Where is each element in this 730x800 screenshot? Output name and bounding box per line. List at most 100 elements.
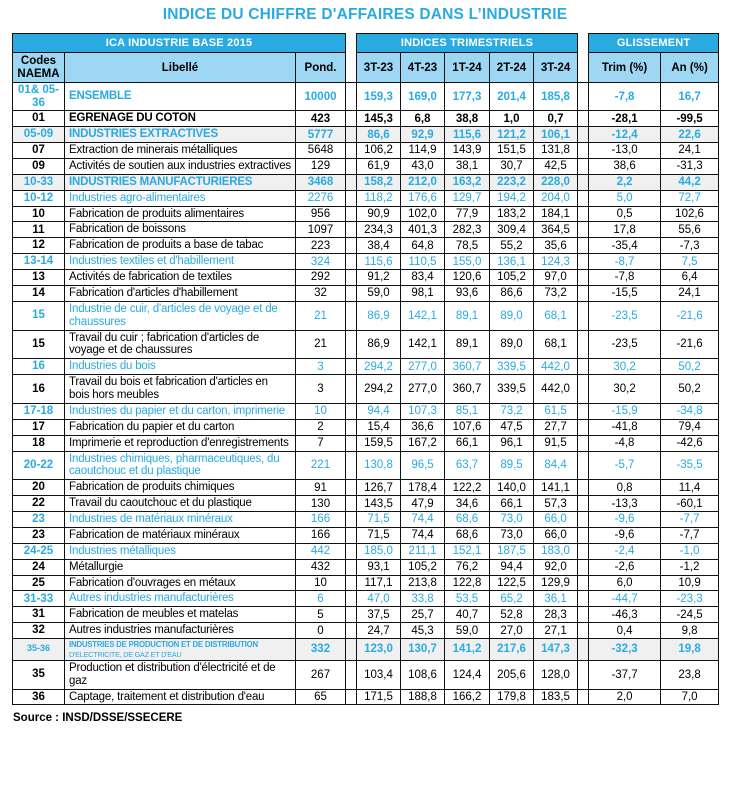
cell-index-q1: 294,2 [356,358,402,376]
cell-code: 36 [12,688,65,706]
cell-code: 10-33 [12,173,65,191]
cell-an: -7,7 [660,511,720,528]
cell-index-q2: 167,2 [400,434,446,452]
cell-code: 25 [12,574,65,592]
cell-pond: 423 [294,110,347,128]
cell-index-q1: 159,3 [356,81,402,112]
cell-index-q2: 277,0 [400,374,446,404]
cell-index-q1: 71,5 [356,511,402,528]
cell-libelle: Activités de fabrication de textiles [64,269,296,286]
cell-index-q3: 115,6 [444,126,491,144]
cell-trim: -9,6 [588,526,662,544]
cell-an: 10,9 [660,574,720,592]
cell-index-q5: 36,1 [533,590,579,608]
cell-code: 09 [12,157,65,175]
table-row: 10-12 Industries agro-alimentaires 2276 118… [12,189,720,207]
cell-index-q2: 142,1 [400,300,446,331]
cell-libelle: Fabrication de meubles et matelas [64,606,296,624]
cell-index-q1: 294,2 [356,374,402,404]
cell-index-q2: 110,5 [400,253,446,271]
cell-pond: 166 [294,526,347,544]
cell-trim: 2,0 [588,688,662,706]
separator-cell [577,52,590,83]
separator-cell [577,110,590,128]
cell-pond: 129 [294,157,347,175]
column-header-q1: 3T-23 [356,52,402,83]
separator-cell [577,590,590,608]
column-header-q5: 3T-24 [533,52,579,83]
cell-index-q3: 40,7 [444,606,491,624]
column-header-q4: 2T-24 [489,52,535,83]
cell-index-q5: 442,0 [533,374,579,404]
separator-cell [577,269,590,286]
cell-index-q5: 128,0 [533,659,579,690]
cell-index-q1: 118,2 [356,189,402,207]
cell-index-q1: 234,3 [356,221,402,239]
cell-pond: 221 [294,450,347,481]
cell-libelle: Industries de matériaux minéraux [64,511,296,528]
cell-trim: -13,3 [588,495,662,513]
table-row: 22 Travail du caoutchouc et du plastique 1… [12,495,720,513]
cell-index-q3: 129,7 [444,189,491,207]
separator-cell [577,221,590,239]
separator-cell [577,157,590,175]
cell-index-q5: 66,0 [533,526,579,544]
cell-code: 01& 05- 36 [12,81,65,112]
cell-index-q5: 61,5 [533,402,579,420]
separator-cell [345,526,358,544]
cell-pond: 6 [294,590,347,608]
separator-cell [345,511,358,528]
cell-libelle: Industries agro-alimentaires [64,189,296,207]
separator-cell [577,479,590,497]
cell-index-q1: 117,1 [356,574,402,592]
cell-libelle: EGRENAGE DU COTON [64,110,296,128]
cell-libelle: INDUSTRIES EXTRACTIVES [64,126,296,144]
separator-cell [577,606,590,624]
separator-cell [345,284,358,302]
separator-cell [345,110,358,128]
cell-index-q1: 94,4 [356,402,402,420]
separator-cell [345,329,358,360]
cell-code: 24 [12,558,65,576]
cell-libelle: INDUSTRIES MANUFACTURIERES [64,173,296,191]
industry-index-table: ICA INDUSTRIE BASE 2015 INDICES TRIMESTR… [11,33,720,706]
cell-code: 13 [12,269,65,286]
cell-libelle: Métallurgie [64,558,296,576]
cell-code: 35 [12,659,65,690]
cell-code: 17-18 [12,402,65,420]
cell-an: 50,2 [660,358,720,376]
cell-index-q2: 108,6 [400,659,446,690]
cell-an: 50,2 [660,374,720,404]
cell-index-q1: 185,0 [356,542,402,560]
cell-code: 13-14 [12,253,65,271]
cell-index-q4: 122,5 [489,574,535,592]
cell-pond: 65 [294,688,347,706]
table-row: 14 Fabrication d'articles d'habillement 32… [12,284,720,302]
table-row: 11 Fabrication de boissons 1097 234,3 401,3 2… [12,221,720,239]
cell-index-q3: 360,7 [444,374,491,404]
cell-index-q1: 158,2 [356,173,402,191]
separator-cell [345,52,358,83]
separator-cell [345,479,358,497]
table-row: 23 Industries de matériaux minéraux 166 71,… [12,511,720,528]
separator-cell [577,450,590,481]
separator-cell [577,659,590,690]
cell-trim: -7,8 [588,269,662,286]
cell-index-q3: 122,2 [444,479,491,497]
cell-index-q1: 38,4 [356,237,402,255]
separator-cell [577,542,590,560]
separator-cell [345,374,358,404]
cell-index-q1: 159,5 [356,434,402,452]
cell-index-q2: 33,8 [400,590,446,608]
cell-index-q2: 107,3 [400,402,446,420]
separator-cell [577,358,590,376]
cell-index-q1: 61,9 [356,157,402,175]
cell-pond: 3468 [294,173,347,191]
cell-index-q3: 360,7 [444,358,491,376]
cell-index-q2: 188,8 [400,688,446,706]
table-row: 32 Autres industries manufacturières 0 24,7… [12,622,720,640]
cell-an: 79,4 [660,418,720,436]
cell-index-q4: 223,2 [489,173,535,191]
table-header: ICA INDUSTRIE BASE 2015 INDICES TRIMESTR… [11,33,720,83]
cell-index-q4: 73,0 [489,511,535,528]
